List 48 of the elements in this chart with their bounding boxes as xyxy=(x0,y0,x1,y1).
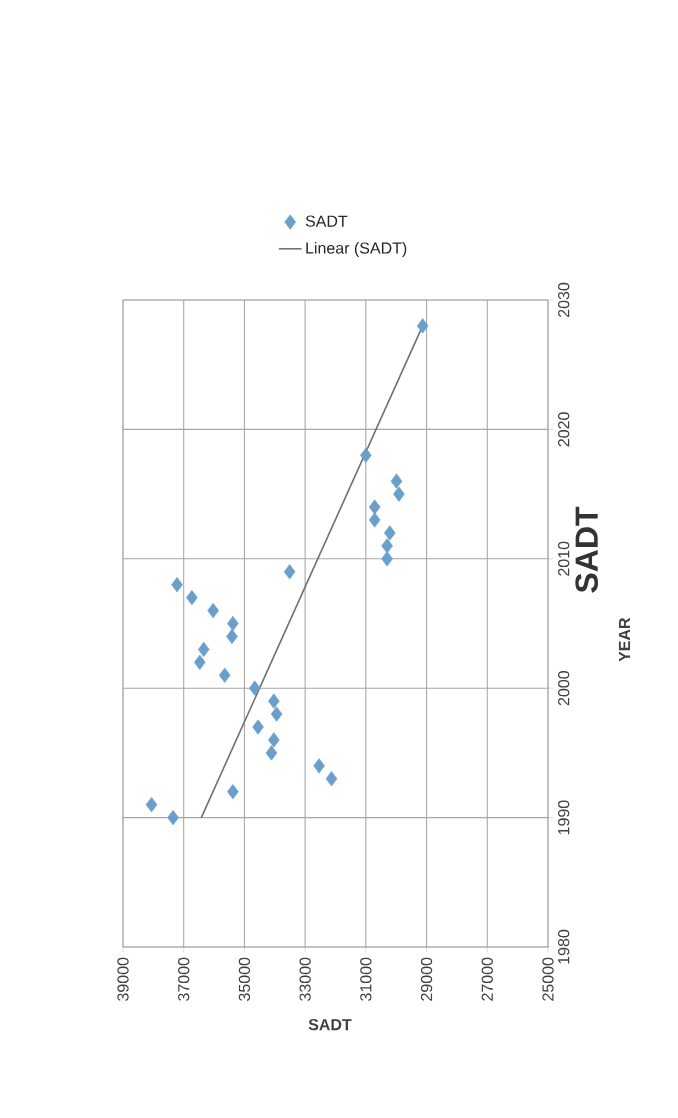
point xyxy=(197,641,210,657)
y-tick-label: 2020 xyxy=(558,412,570,447)
point xyxy=(268,732,280,748)
y-axis-title: YEAR xyxy=(618,617,630,662)
x-tick-label: 31000 xyxy=(360,957,372,1001)
point xyxy=(248,680,261,696)
y-tick-label: 1980 xyxy=(558,929,570,964)
point xyxy=(325,771,338,787)
point xyxy=(368,499,381,515)
x-tick-label: 33000 xyxy=(299,957,311,1001)
point xyxy=(283,564,296,580)
point xyxy=(227,784,239,800)
x-tick-label: 39000 xyxy=(117,957,129,1001)
point xyxy=(313,758,325,774)
point xyxy=(227,615,239,632)
point xyxy=(226,628,238,645)
x-tick-label: 37000 xyxy=(178,957,190,1001)
point xyxy=(270,706,283,722)
x-tick-label: 27000 xyxy=(481,957,493,1001)
point xyxy=(390,473,403,489)
legend-label: Linear (SADT) xyxy=(306,242,407,257)
point xyxy=(194,654,206,670)
point xyxy=(171,577,183,593)
x-tick-label: 29000 xyxy=(420,957,433,1001)
x-tick-label: 25000 xyxy=(542,957,554,1001)
point xyxy=(381,538,393,554)
point xyxy=(186,590,198,606)
point xyxy=(368,512,381,528)
legend-label: SADT xyxy=(305,215,348,227)
y-tick-label: 2000 xyxy=(558,671,570,706)
point xyxy=(145,797,158,813)
y-tick-label: 2030 xyxy=(558,282,570,318)
x-axis-title: SADT xyxy=(308,1018,352,1031)
point xyxy=(167,809,179,826)
point xyxy=(265,745,278,761)
point xyxy=(416,318,429,334)
point xyxy=(381,551,393,567)
point xyxy=(360,447,372,463)
point xyxy=(252,719,264,735)
y-tick-label: 1990 xyxy=(558,800,570,835)
point xyxy=(268,693,280,709)
text: SADT xyxy=(575,506,598,593)
point xyxy=(218,667,231,683)
point xyxy=(393,486,405,502)
point xyxy=(384,525,396,541)
x-tick-label: 35000 xyxy=(238,957,251,1001)
y-tick-label: 2010 xyxy=(558,541,570,576)
point xyxy=(207,602,219,619)
